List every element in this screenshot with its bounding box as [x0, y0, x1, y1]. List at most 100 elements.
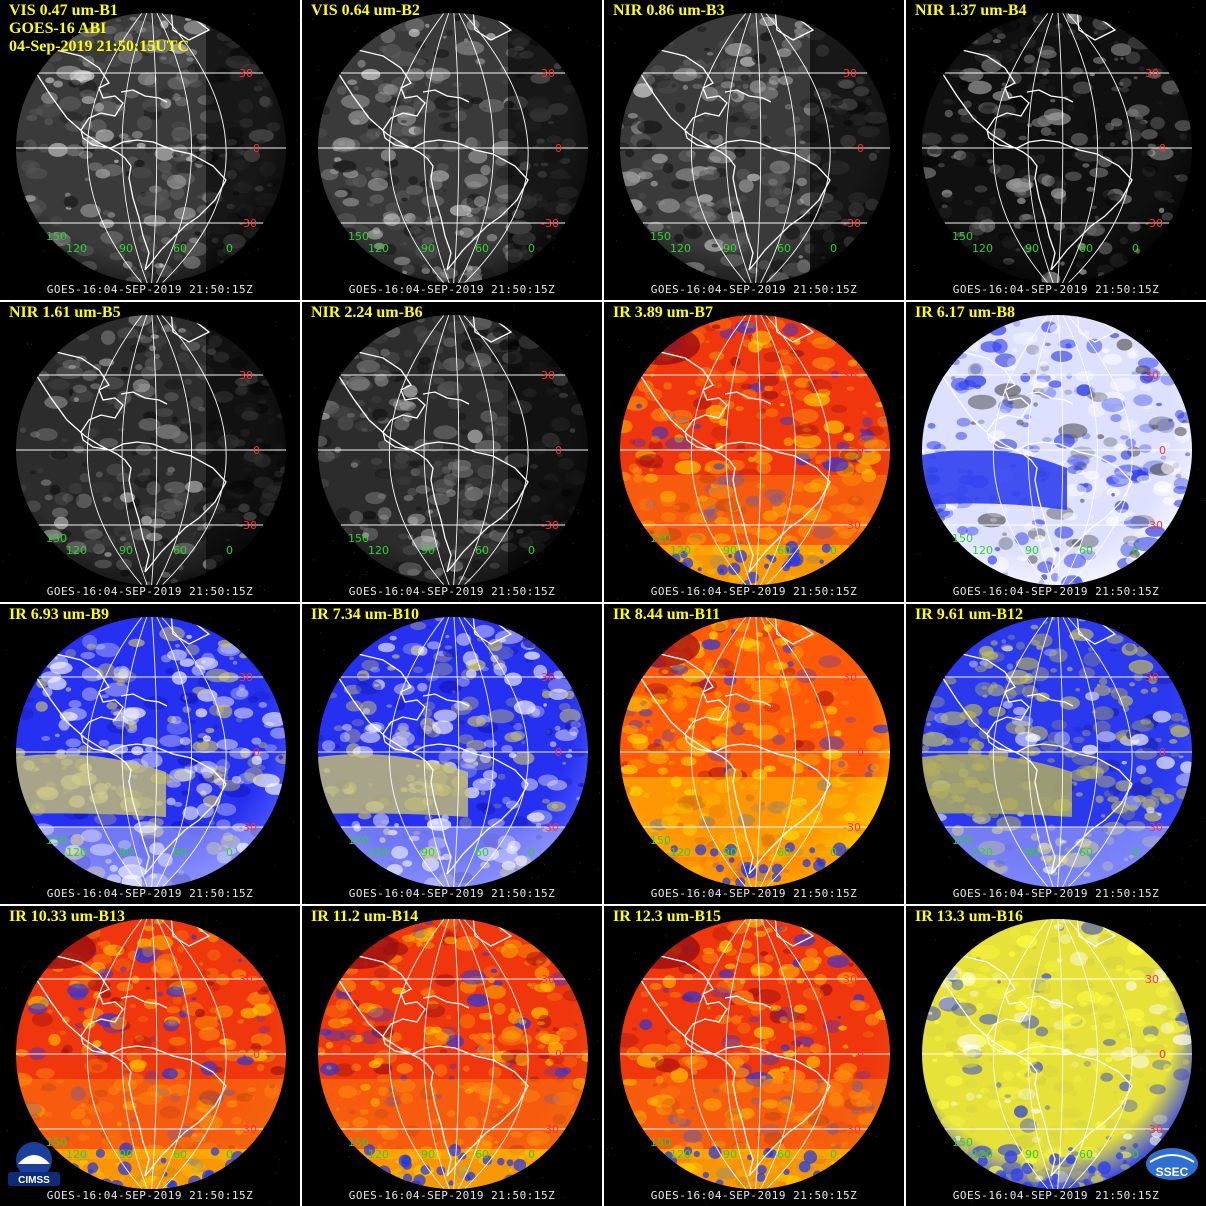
longitude-label: 120	[972, 242, 993, 255]
longitude-label: 120	[368, 1148, 389, 1161]
latitude-label: 0	[1159, 746, 1166, 759]
latitude-label: 30	[1145, 671, 1159, 684]
longitude-label: 0	[830, 1148, 837, 1161]
band-panel: 30 0 -30 150 120 90 60 0 VIS 0.47 um-B1 GOES-16 A…	[0, 0, 300, 300]
band-title: VIS 0.64 um-B2	[311, 2, 420, 19]
band-title: IR 12.3 um-B15	[613, 908, 722, 925]
longitude-label: 150	[952, 532, 973, 545]
longitude-label: 60	[1079, 544, 1093, 557]
logo-text: SSEC	[1156, 1165, 1189, 1179]
timestamp-caption: GOES-16:04-SEP-2019 21:50:15Z	[46, 887, 254, 900]
timestamp-caption: GOES-16:04-SEP-2019 21:50:15Z	[650, 585, 858, 598]
longitude-label: 0	[528, 1148, 535, 1161]
longitude-label: 60	[475, 1148, 489, 1161]
cimss-logo: CIMSS	[8, 1142, 60, 1186]
latitude-label: 0	[1159, 142, 1166, 155]
band-title: NIR 1.61 um-B5	[9, 304, 121, 321]
longitude-label: 90	[1025, 1148, 1039, 1161]
longitude-label: 150	[348, 834, 369, 847]
longitude-label: 90	[119, 846, 133, 859]
longitude-label: 90	[421, 544, 435, 557]
latitude-label: -30	[1145, 1123, 1163, 1136]
latitude-label: 30	[541, 671, 555, 684]
latitude-label: 0	[555, 142, 562, 155]
longitude-label: 90	[421, 846, 435, 859]
latitude-label: -30	[1145, 519, 1163, 532]
timestamp-caption: GOES-16:04-SEP-2019 21:50:15Z	[952, 585, 1160, 598]
latitude-label: 0	[857, 444, 864, 457]
latlon-grid	[318, 617, 588, 887]
band-panel: 30 0 -30 150 120 90 60 0 IR 12.3 um-B15 GOES-16:0…	[604, 906, 904, 1206]
longitude-label: 0	[1132, 846, 1139, 859]
latitude-label: -30	[1145, 821, 1163, 834]
longitude-label: 120	[972, 1148, 993, 1161]
latitude-label: -30	[1145, 217, 1163, 230]
longitude-label: 120	[66, 1148, 87, 1161]
longitude-label: 120	[670, 1148, 691, 1161]
latitude-label: 0	[555, 746, 562, 759]
longitude-label: 150	[650, 230, 671, 243]
latitude-label: 30	[239, 671, 253, 684]
longitude-label: 60	[173, 544, 187, 557]
timestamp-caption: GOES-16:04-SEP-2019 21:50:15Z	[348, 283, 556, 296]
logo-text: CIMSS	[18, 1175, 50, 1186]
band-panel: 30 0 -30 150 120 90 60 0 VIS 0.64 um-B2 GOES-16:0…	[302, 0, 602, 300]
longitude-label: 90	[723, 544, 737, 557]
longitude-label: 150	[650, 834, 671, 847]
band-title: IR 11.2 um-B14	[311, 908, 419, 925]
latitude-label: 0	[555, 1048, 562, 1061]
band-title: IR 7.34 um-B10	[311, 606, 420, 623]
longitude-label: 0	[528, 846, 535, 859]
latlon-grid	[16, 13, 286, 283]
latitude-label: 0	[555, 444, 562, 457]
longitude-label: 150	[46, 230, 67, 243]
timestamp-caption: GOES-16:04-SEP-2019 21:50:15Z	[650, 283, 858, 296]
latitude-label: 30	[843, 369, 857, 382]
longitude-label: 60	[777, 1148, 791, 1161]
timestamp-caption: GOES-16:04-SEP-2019 21:50:15Z	[952, 283, 1160, 296]
band-panel: 30 0 -30 150 120 90 60 0 IR 13.3 um-B16 GOES-16:0…	[906, 906, 1206, 1206]
band-panel: 30 0 -30 150 120 90 60 0 IR 8.44 um-B11 GOES-16:0…	[604, 604, 904, 904]
band-title: IR 8.44 um-B11	[613, 606, 721, 623]
latlon-grid	[620, 617, 890, 887]
longitude-label: 0	[1132, 544, 1139, 557]
latlon-grid	[620, 315, 890, 585]
latitude-label: 30	[239, 67, 253, 80]
timestamp-caption: GOES-16:04-SEP-2019 21:50:15Z	[952, 887, 1160, 900]
latitude-label: -30	[843, 821, 861, 834]
band-panel: 30 0 -30 150 120 90 60 0 NIR 0.86 um-B3 GOES-16:0…	[604, 0, 904, 300]
image-datetime: 04-Sep-2019 21:50:15UTC	[9, 38, 189, 55]
band-title: NIR 2.24 um-B6	[311, 304, 423, 321]
longitude-label: 0	[528, 544, 535, 557]
latlon-grid	[318, 919, 588, 1189]
timestamp-caption: GOES-16:04-SEP-2019 21:50:15Z	[348, 585, 556, 598]
latitude-label: 30	[541, 973, 555, 986]
latitude-label: -30	[541, 519, 559, 532]
latlon-grid	[318, 13, 588, 283]
latitude-label: 0	[857, 1048, 864, 1061]
band-title: VIS 0.47 um-B1	[9, 2, 118, 19]
latitude-label: 30	[1145, 67, 1159, 80]
latitude-label: 30	[1145, 973, 1159, 986]
longitude-label: 0	[226, 242, 233, 255]
band-panel: 30 0 -30 150 120 90 60 0 IR 3.89 um-B7 GOES-16:04…	[604, 302, 904, 602]
longitude-label: 120	[972, 544, 993, 557]
latlon-grid	[318, 315, 588, 585]
latitude-label: -30	[843, 1123, 861, 1136]
longitude-label: 150	[348, 230, 369, 243]
latlon-grid	[922, 13, 1192, 283]
latitude-label: 30	[1145, 369, 1159, 382]
longitude-label: 120	[670, 544, 691, 557]
latitude-label: 0	[253, 746, 260, 759]
latlon-grid	[16, 617, 286, 887]
latitude-label: -30	[239, 1123, 257, 1136]
